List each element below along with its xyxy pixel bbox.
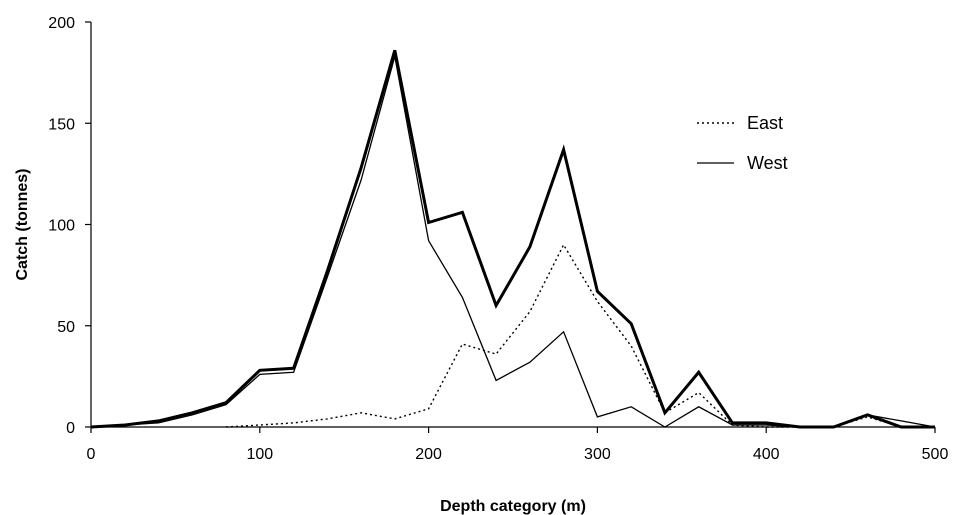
x-tick-label: 100	[246, 446, 273, 463]
series-line-west	[90, 56, 936, 428]
y-tick-label: 50	[57, 319, 75, 336]
axes: 0 50 100 150 200 0 100 200 300 400 500	[48, 15, 948, 463]
x-tick-label: 500	[922, 446, 949, 463]
x-tick-label: 200	[415, 446, 442, 463]
legend: East West	[697, 113, 788, 173]
y-tick-label: 100	[48, 218, 75, 235]
y-tick-label: 200	[48, 15, 75, 32]
y-axis-title: Catch (tonnes)	[14, 169, 31, 281]
x-axis-title: Depth category (m)	[440, 498, 586, 515]
legend-label-east: East	[747, 113, 783, 133]
x-tick-label: 400	[753, 446, 780, 463]
y-ticks: 0 50 100 150 200	[48, 15, 91, 437]
x-ticks: 0 100 200 300 400 500	[87, 427, 949, 463]
series-line-east	[225, 243, 935, 428]
series-lines	[90, 49, 936, 429]
x-tick-label: 0	[87, 446, 96, 463]
series-line-total	[90, 49, 935, 429]
legend-label-west: West	[747, 153, 788, 173]
x-tick-label: 300	[584, 446, 611, 463]
y-tick-label: 0	[66, 420, 75, 437]
y-tick-label: 150	[48, 116, 75, 133]
